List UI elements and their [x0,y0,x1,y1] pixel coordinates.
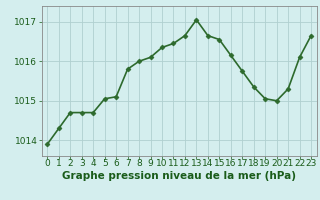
X-axis label: Graphe pression niveau de la mer (hPa): Graphe pression niveau de la mer (hPa) [62,171,296,181]
